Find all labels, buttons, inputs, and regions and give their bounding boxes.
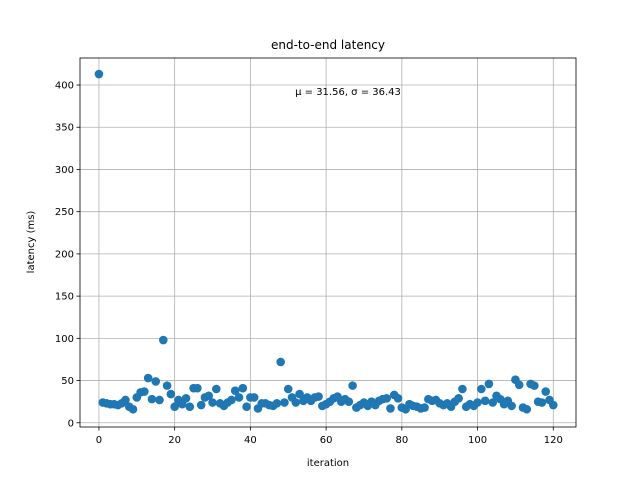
data-point xyxy=(230,386,240,395)
data-point xyxy=(484,379,494,389)
data-point xyxy=(128,404,138,414)
data-point xyxy=(185,402,195,412)
y-tick-label: 150 xyxy=(55,292,74,303)
data-point xyxy=(162,381,172,390)
data-point xyxy=(193,383,202,393)
data-point xyxy=(386,404,395,413)
data-point xyxy=(507,401,516,411)
data-point xyxy=(151,377,161,386)
y-axis-label: latency (ms) xyxy=(26,211,37,274)
data-point xyxy=(514,380,524,390)
data-point xyxy=(170,402,179,412)
data-point xyxy=(537,398,547,407)
data-point xyxy=(454,393,463,403)
y-tick-label: 200 xyxy=(55,249,74,260)
data-point xyxy=(473,398,482,407)
x-tick-label: 80 xyxy=(395,435,408,446)
y-tick-label: 100 xyxy=(55,334,74,345)
data-point xyxy=(314,392,323,401)
data-point xyxy=(204,391,214,401)
data-point xyxy=(522,404,532,414)
y-tick-label: 50 xyxy=(61,376,74,387)
data-point xyxy=(530,381,539,390)
data-point xyxy=(280,398,289,407)
data-point xyxy=(344,397,354,406)
y-tick-label: 0 xyxy=(68,418,74,429)
data-point xyxy=(208,398,217,407)
data-point xyxy=(158,335,168,345)
data-point xyxy=(272,399,282,408)
data-point xyxy=(238,383,248,393)
data-point xyxy=(548,400,558,410)
data-point xyxy=(212,384,221,394)
data-point xyxy=(140,387,149,396)
data-point xyxy=(541,387,551,396)
data-point xyxy=(227,395,236,405)
axis-ticks: 0 20 40 60 80 100 120 0 50 100 150 200 250 300 350 400 xyxy=(55,81,563,446)
data-point xyxy=(291,398,301,407)
data-point xyxy=(480,396,490,406)
data-point xyxy=(420,403,429,412)
data-point xyxy=(283,384,293,394)
x-tick-label: 60 xyxy=(320,435,333,446)
chart-title: end-to-end latency xyxy=(271,38,385,52)
plot-frame xyxy=(79,57,577,428)
data-point xyxy=(249,393,259,402)
data-point xyxy=(348,381,357,390)
data-point xyxy=(234,393,244,402)
x-axis-label: iteration xyxy=(307,458,349,469)
data-point xyxy=(393,393,403,403)
data-point xyxy=(196,400,206,410)
data-point xyxy=(143,373,153,383)
x-tick-label: 0 xyxy=(96,435,102,446)
grid-lines xyxy=(80,58,576,427)
data-point xyxy=(458,384,467,394)
data-point xyxy=(121,395,130,405)
x-tick-label: 100 xyxy=(468,435,487,446)
stats-annotation: μ = 31.56, σ = 36.43 xyxy=(295,87,401,98)
data-points xyxy=(94,69,558,414)
data-point xyxy=(295,389,304,399)
data-point xyxy=(488,398,498,407)
data-point xyxy=(276,357,285,367)
y-tick-label: 250 xyxy=(55,207,74,218)
data-point xyxy=(477,384,486,394)
x-tick-label: 20 xyxy=(168,435,181,446)
data-point xyxy=(181,393,191,403)
data-point xyxy=(94,69,104,79)
data-point xyxy=(166,389,176,399)
y-tick-label: 300 xyxy=(55,165,74,176)
y-tick-label: 350 xyxy=(55,123,74,134)
data-point xyxy=(155,395,164,405)
x-tick-label: 120 xyxy=(544,435,563,446)
y-tick-label: 400 xyxy=(55,81,74,92)
data-point xyxy=(242,402,251,412)
x-tick-label: 40 xyxy=(244,435,257,446)
data-point xyxy=(147,394,157,404)
data-point xyxy=(382,393,391,403)
